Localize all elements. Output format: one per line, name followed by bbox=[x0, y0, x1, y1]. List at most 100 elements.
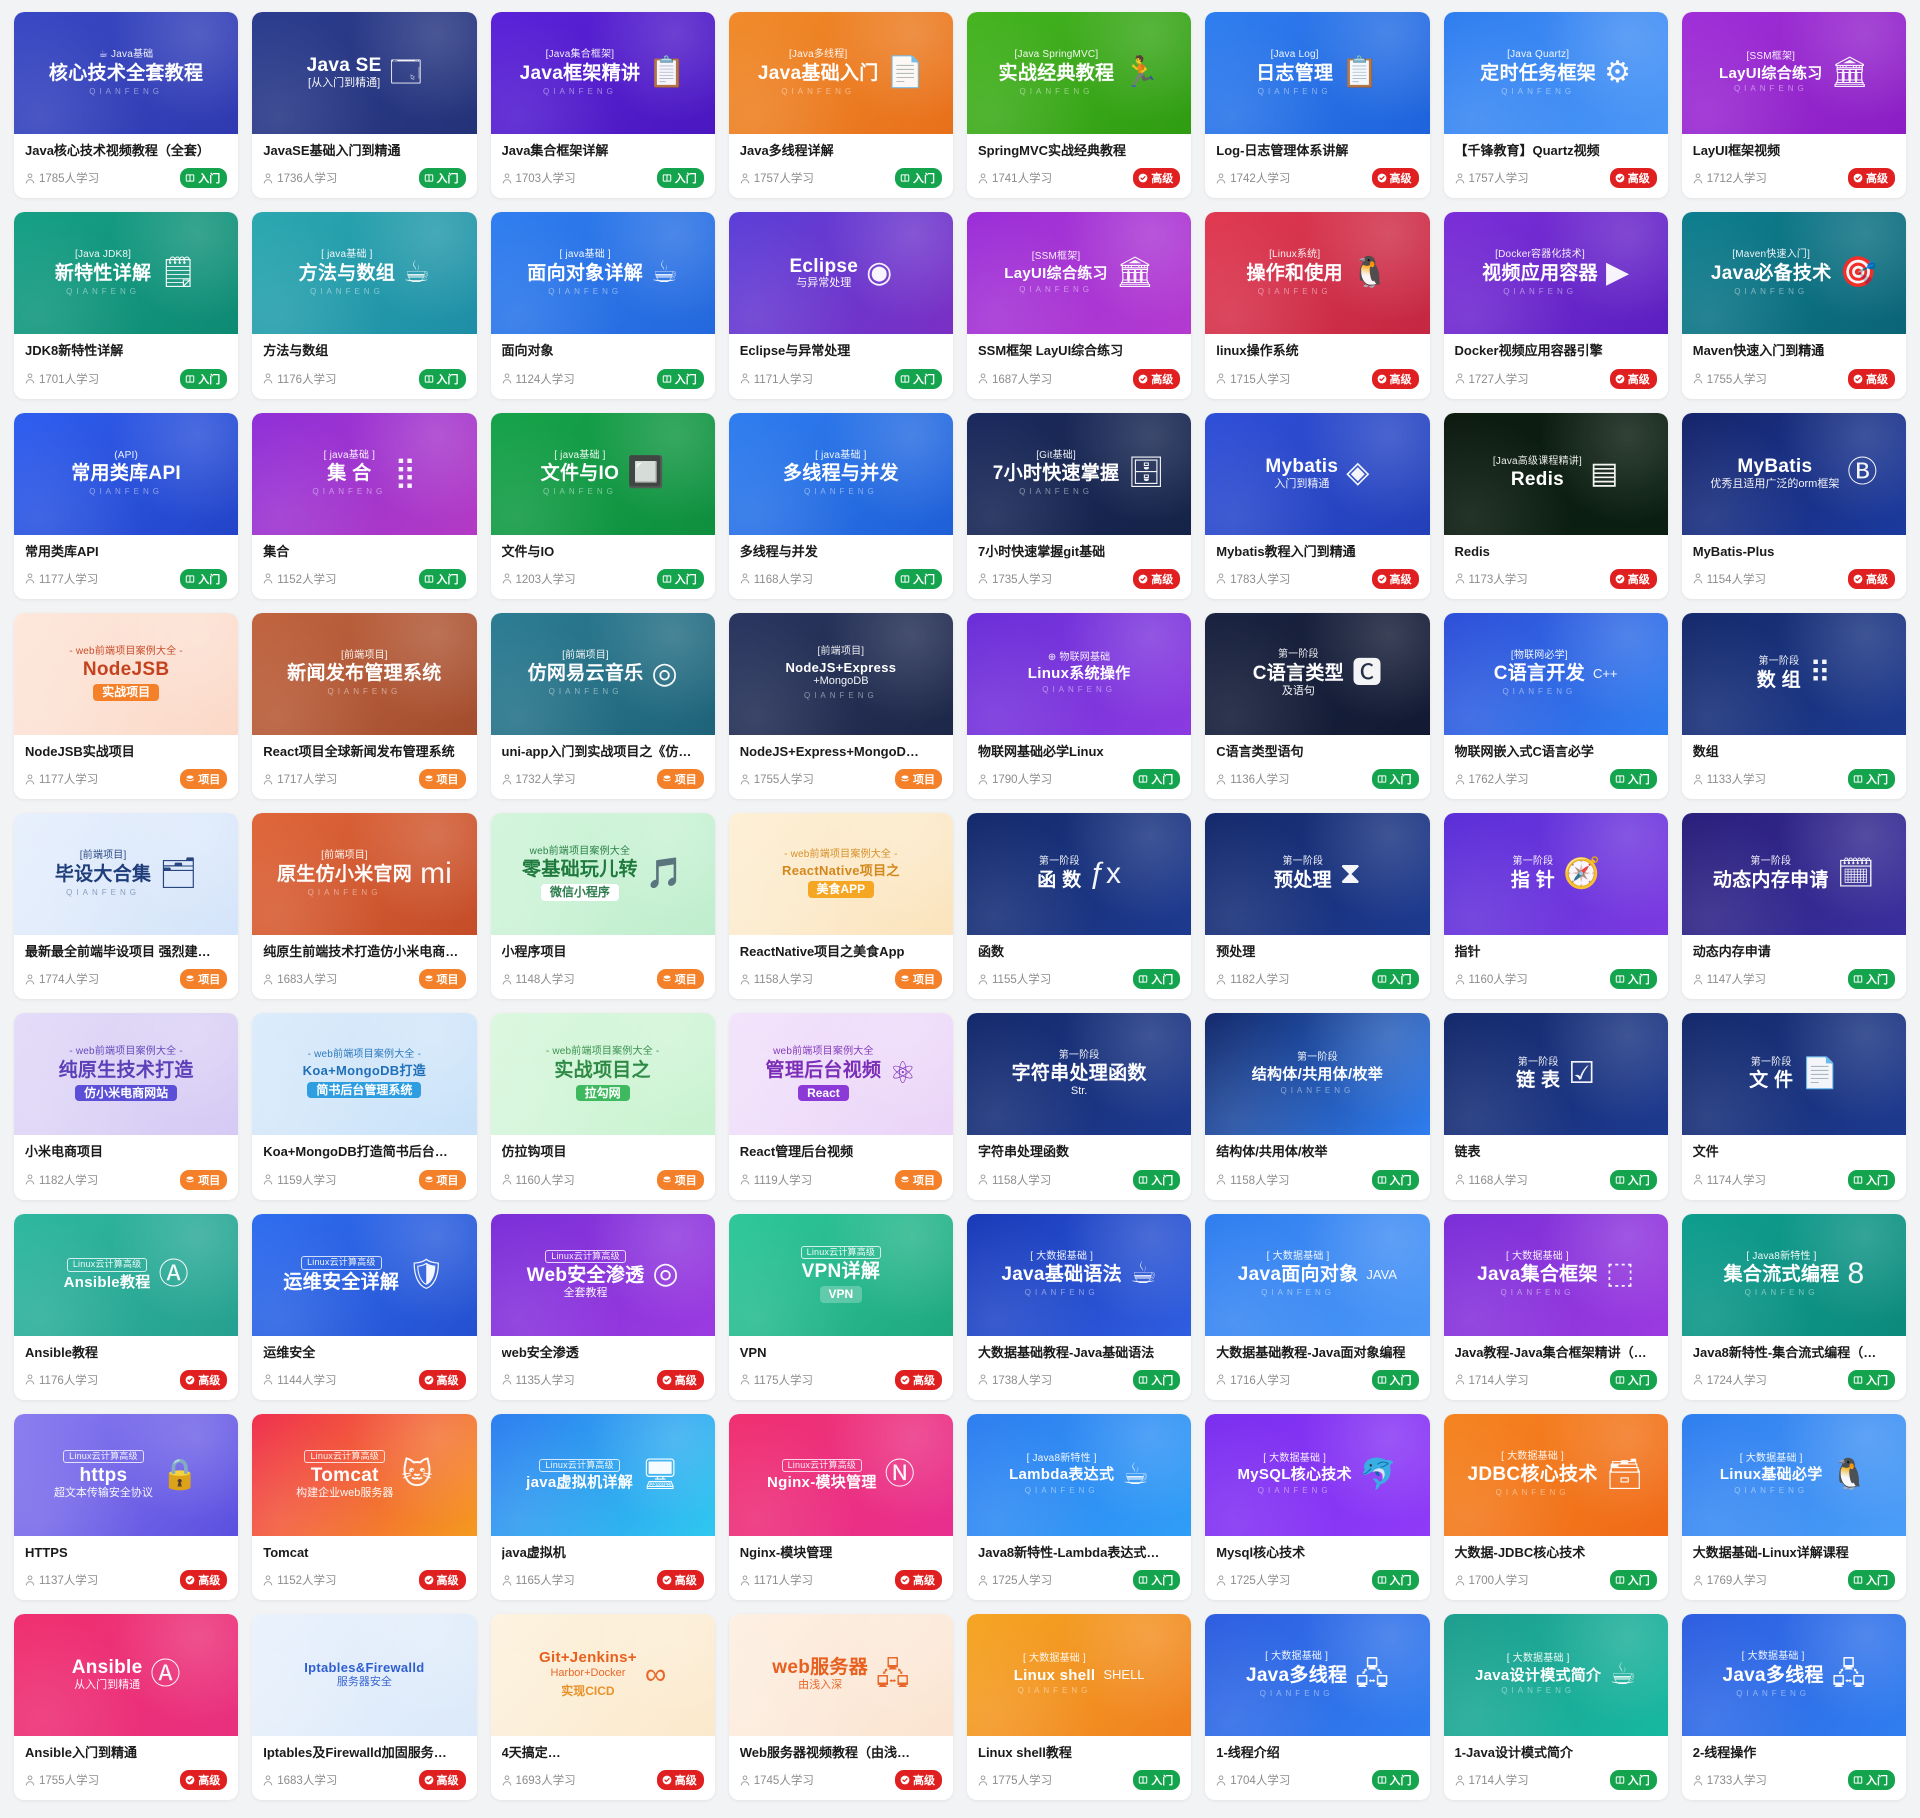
course-title[interactable]: 函数 bbox=[978, 944, 1005, 959]
course-card[interactable]: [ 大数据基础 ] MySQL核心技术 QIANFENG 🐬 Mysql核心技术 1725… bbox=[1205, 1413, 1430, 1600]
course-title[interactable]: VPN bbox=[739, 1344, 767, 1360]
course-title[interactable]: web安全渗透 bbox=[501, 1344, 579, 1360]
course-card[interactable]: - web前端项目案例大全 - 纯原生技术打造 仿小米电商网站 小米电商项目 1182人… bbox=[14, 1013, 239, 1200]
course-title[interactable]: 大数据基础教程-Java面对象编程 bbox=[1216, 1344, 1406, 1360]
course-card[interactable]: [ 大数据基础 ] Java集合框架 QIANFENG ⬚ Java教程-Java集合框… bbox=[1443, 1213, 1668, 1400]
course-title[interactable]: Java核心技术视频教程（全套） bbox=[25, 143, 210, 158]
course-card[interactable]: Linux云计算高级 java虚拟机详解 🖥 java虚拟机 1165人学习 高级 bbox=[490, 1413, 715, 1600]
course-title[interactable]: 预处理 bbox=[1216, 944, 1256, 959]
course-card[interactable]: [Java高级课程精讲] Redis ▤ Redis 1173人学习 高级 bbox=[1443, 412, 1668, 599]
course-card[interactable]: [ 大数据基础 ] JDBC核心技术 QIANFENG 🗃 大数据-JDBC核心技术 17… bbox=[1443, 1413, 1668, 1600]
course-card[interactable]: 第一阶段 字符串处理函数 Str. 字符串处理函数 1158人学习 入门 bbox=[967, 1013, 1192, 1200]
course-title[interactable]: 指针 bbox=[1454, 944, 1481, 959]
course-title[interactable]: Nginx-模块管理 bbox=[739, 1544, 833, 1560]
course-title[interactable]: 最新最全前端毕设项目 强烈建… bbox=[25, 944, 211, 959]
course-title[interactable]: Web服务器视频教程（由浅… bbox=[739, 1745, 910, 1760]
course-title[interactable]: Redis bbox=[1454, 543, 1490, 559]
course-title[interactable]: Iptables及Firewalld加固服务… bbox=[263, 1745, 447, 1760]
course-card[interactable]: 第一阶段指 针 🧭 指针 1160人学习 入门 bbox=[1443, 813, 1668, 1000]
course-card[interactable]: web前端项目案例大全 零基础玩儿转 微信小程序 🎵 小程序项目 1148人学习 项目 bbox=[490, 813, 715, 1000]
course-card[interactable]: Git+Jenkins+ Harbor+Docker 实现CICD ∞ 4天搞定… 169… bbox=[490, 1614, 715, 1801]
course-title[interactable]: Java8新特性-集合流式编程（… bbox=[1692, 1344, 1877, 1360]
course-card[interactable]: - web前端项目案例大全 - Koa+MongoDB打造 简书后台管理系统 Koa+… bbox=[252, 1013, 477, 1200]
course-title[interactable]: 面向对象 bbox=[501, 343, 554, 359]
course-title[interactable]: 方法与数组 bbox=[263, 343, 329, 359]
course-card[interactable]: [ Java8新特性 ] 集合流式编程 QIANFENG 8 Java8新特性-集合流式… bbox=[1681, 1213, 1906, 1400]
course-card[interactable]: [ Java8新特性 ] Lambda表达式 QIANFENG ☕ Java8新特性-L… bbox=[967, 1413, 1192, 1600]
course-title[interactable]: NodeJS+Express+MongoD… bbox=[739, 743, 919, 759]
course-card[interactable]: web前端项目案例大全 管理后台视频 React ⚛ React管理后台视频 1119人学… bbox=[728, 1013, 953, 1200]
course-title[interactable]: Docker视频应用容器引擎 bbox=[1454, 343, 1603, 359]
course-card[interactable]: [ 大数据基础 ] Java多线程 QIANFENG 🖧 1-线程介绍 1704人学习 入门 bbox=[1205, 1614, 1430, 1801]
course-title[interactable]: 小米电商项目 bbox=[25, 1144, 104, 1160]
course-title[interactable]: Java集合框架详解 bbox=[501, 143, 609, 158]
course-title[interactable]: 7小时快速掌握git基础 bbox=[978, 543, 1106, 559]
course-card[interactable]: [ 大数据基础 ] Java面向对象 QIANFENG JAVA 大数据基础教程-Jav… bbox=[1205, 1213, 1430, 1400]
course-title[interactable]: 文件 bbox=[1692, 1144, 1719, 1160]
course-card[interactable]: 第一阶段 动态内存申请 🗓 动态内存申请 1147人学习 入门 bbox=[1681, 813, 1906, 1000]
course-card[interactable]: 第一阶段数 组 ⠿ 数组 1133人学习 入门 bbox=[1681, 612, 1906, 799]
course-card[interactable]: [Java Log] 日志管理 QIANFENG 📋 Log-日志管理体系讲解 1742人… bbox=[1205, 12, 1430, 199]
course-card[interactable]: [Java SpringMVC] 实战经典教程 QIANFENG 🏃 SpringMVC… bbox=[967, 12, 1192, 199]
course-title[interactable]: JDK8新特性详解 bbox=[25, 343, 124, 359]
course-card[interactable]: [Java多线程] Java基础入门 QIANFENG 📄 Java多线程详解 1757人… bbox=[728, 12, 953, 199]
course-title[interactable]: 运维安全 bbox=[263, 1344, 316, 1360]
course-card[interactable]: ☕ Java基础 核心技术全套教程 QIANFENG Java核心技术视频教程（全套）… bbox=[14, 12, 239, 199]
course-card[interactable]: Ansible 从入门到精通 Ⓐ Ansible入门到精通 1755人学习 高级 bbox=[14, 1614, 239, 1801]
course-card[interactable]: Linux云计算高级 VPN详解 VPN VPN 1175人学习 高级 bbox=[728, 1213, 953, 1400]
course-title[interactable]: NodeJSB实战项目 bbox=[25, 743, 135, 759]
course-card[interactable]: 第一阶段 C语言类型 及语句 🅲 C语言类型语句 1136人学习 入门 bbox=[1205, 612, 1430, 799]
course-title[interactable]: Koa+MongoDB打造简书后台… bbox=[263, 1144, 448, 1160]
course-card[interactable]: - web前端项目案例大全 - NodeJSB 实战项目 NodeJSB实战项目 117… bbox=[14, 612, 239, 799]
course-card[interactable]: Linux云计算高级 Nginx-模块管理 Ⓝ Nginx-模块管理 1171人学习 高级 bbox=[728, 1413, 953, 1600]
course-title[interactable]: 【千锋教育】Quartz视频 bbox=[1454, 143, 1600, 158]
course-title[interactable]: Java教程-Java集合框架精讲（… bbox=[1454, 1344, 1647, 1360]
course-card[interactable]: Java SE [从入门到精通] 🗔 JavaSE基础入门到精通 1736人学习 入门 bbox=[252, 12, 477, 199]
course-title[interactable]: Eclipse与异常处理 bbox=[739, 343, 851, 359]
course-card[interactable]: ⊕ 物联网基础 Linux系统操作 QIANFENG 物联网基础必学Linux 1790… bbox=[967, 612, 1192, 799]
course-title[interactable]: Ansible教程 bbox=[25, 1344, 98, 1360]
course-title[interactable]: 1-Java设计模式简介 bbox=[1454, 1745, 1573, 1760]
course-card[interactable]: [Docker容器化技术] 视频应用容器 QIANFENG ▶ Docker视频应用容器… bbox=[1443, 212, 1668, 399]
course-card[interactable]: [ 大数据基础 ] Java基础语法 QIANFENG ☕ 大数据基础教程-Java基础… bbox=[967, 1213, 1192, 1400]
course-card[interactable]: [前端项目] 新闻发布管理系统 QIANFENG React项目全球新闻发布管理系统 1… bbox=[252, 612, 477, 799]
course-card[interactable]: [ 大数据基础 ] Java设计模式简介 QIANFENG ☕ 1-Java设计模式简介… bbox=[1443, 1614, 1668, 1801]
course-title[interactable]: SSM框架 LayUI综合练习 bbox=[978, 343, 1124, 359]
course-card[interactable]: [前端项目] NodeJS+Express +MongoDB QIANFENG Node… bbox=[728, 612, 953, 799]
course-title[interactable]: 1-线程介绍 bbox=[1216, 1745, 1280, 1760]
course-title[interactable]: SpringMVC实战经典教程 bbox=[978, 143, 1127, 158]
course-title[interactable]: Ansible入门到精通 bbox=[25, 1745, 137, 1760]
course-title[interactable]: 仿拉钩项目 bbox=[501, 1144, 567, 1160]
course-card[interactable]: [前端项目] 仿网易云音乐 QIANFENG ◎ uni-app入门到实战项目之《仿… 1… bbox=[490, 612, 715, 799]
course-title[interactable]: 2-线程操作 bbox=[1692, 1745, 1757, 1760]
course-card[interactable]: [Java Quartz] 定时任务框架 QIANFENG ⚙ 【千锋教育】Quartz… bbox=[1443, 12, 1668, 199]
course-card[interactable]: [Java集合框架] Java框架精讲 QIANFENG 📋 Java集合框架详解 170… bbox=[490, 12, 715, 199]
course-title[interactable]: Java8新特性-Lambda表达式… bbox=[978, 1544, 1160, 1560]
course-title[interactable]: 物联网基础必学Linux bbox=[978, 743, 1104, 759]
course-title[interactable]: 大数据-JDBC核心技术 bbox=[1454, 1544, 1586, 1560]
course-card[interactable]: 第一阶段 结构体/共用体/枚举 QIANFENG 结构体/共用体/枚举 1158人学习 入… bbox=[1205, 1013, 1430, 1200]
course-title[interactable]: 4天搞定… bbox=[501, 1745, 561, 1760]
course-title[interactable]: 字符串处理函数 bbox=[978, 1144, 1070, 1160]
course-title[interactable]: C语言类型语句 bbox=[1216, 743, 1304, 759]
course-title[interactable]: Maven快速入门到精通 bbox=[1692, 343, 1825, 359]
course-card[interactable]: [ 大数据基础 ] Java多线程 QIANFENG 🖧 2-线程操作 1733人学习 入门 bbox=[1681, 1614, 1906, 1801]
course-card[interactable]: [物联网必学] C语言开发 QIANFENG C++ 物联网嵌入式C语言必学 1762人学… bbox=[1443, 612, 1668, 799]
course-title[interactable]: 集合 bbox=[263, 543, 290, 559]
course-title[interactable]: linux操作系统 bbox=[1216, 343, 1299, 359]
course-title[interactable]: 数组 bbox=[1692, 743, 1719, 759]
course-title[interactable]: 多线程与并发 bbox=[739, 543, 818, 559]
course-card[interactable]: Linux云计算高级 运维安全详解 🛡 运维安全 1144人学习 高级 bbox=[252, 1213, 477, 1400]
course-title[interactable]: 小程序项目 bbox=[501, 944, 567, 959]
course-title[interactable]: java虚拟机 bbox=[501, 1544, 566, 1560]
course-title[interactable]: 大数据基础教程-Java基础语法 bbox=[978, 1344, 1155, 1360]
course-card[interactable]: [SSM框架] LayUI综合练习 QIANFENG 🏛 LayUI框架视频 1712人学… bbox=[1681, 12, 1906, 199]
course-card[interactable]: Linux云计算高级 https 超文本传输安全协议 🔒 HTTPS 1137人学习 高级 bbox=[14, 1413, 239, 1600]
course-title[interactable]: 结构体/共用体/枚举 bbox=[1216, 1144, 1328, 1160]
course-title[interactable]: 动态内存申请 bbox=[1692, 944, 1771, 959]
course-card[interactable]: Iptables&Firewalld 服务器安全 Iptables及Firewall… bbox=[252, 1614, 477, 1801]
course-card[interactable]: MyBatis 优秀且适用广泛的orm框架 Ⓑ MyBatis-Plus 1154人学习… bbox=[1681, 412, 1906, 599]
course-card[interactable]: [前端项目] 原生仿小米官网 QIANFENG mi 纯原生前端技术打造仿小米电商… 16… bbox=[252, 813, 477, 1000]
course-card[interactable]: [Maven快速入门] Java必备技术 QIANFENG 🎯 Maven快速入门到精通… bbox=[1681, 212, 1906, 399]
course-title[interactable]: Mysql核心技术 bbox=[1216, 1544, 1306, 1560]
